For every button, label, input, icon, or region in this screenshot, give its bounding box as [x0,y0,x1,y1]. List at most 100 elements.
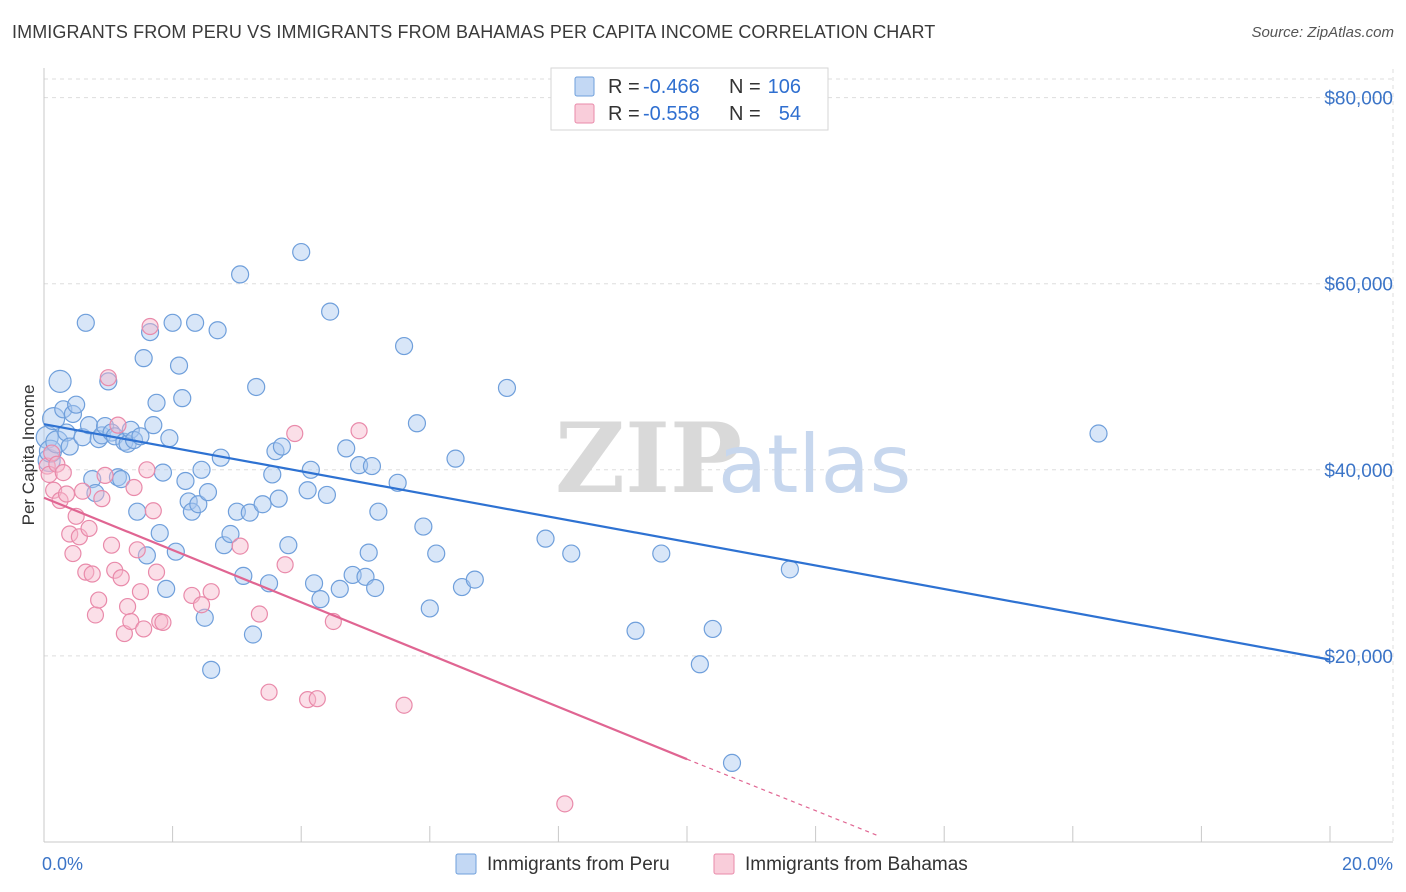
peru-point-83 [366,578,385,598]
peru-point-31 [137,546,156,565]
source-credit: Source: ZipAtlas.com [1251,24,1394,41]
peru-point-89 [420,599,439,618]
peru-point-95 [536,529,555,548]
peru-point-41 [169,356,189,375]
peru-point-84 [369,502,388,521]
peru-point-62 [253,495,272,514]
peru-point-64 [263,465,282,484]
bahamas-point-8 [61,525,79,543]
peru-point-45 [182,502,201,521]
bahamas-point-29 [128,541,146,559]
peru-point-57 [231,265,250,284]
peru-point-33 [144,416,163,435]
stats-legend: R = -0.466 N = 106 R = -0.558 N = 54 [550,67,829,131]
peru-point-98 [652,544,671,563]
peru-point-91 [446,449,465,468]
peru-point-42 [173,389,192,408]
peru-point-51 [202,660,221,679]
bahamas-point-37 [154,613,172,632]
legend-n-value-bahamas: 54 [779,103,801,125]
peru-point-101 [722,753,742,773]
peru-point-93 [465,570,484,589]
legend-r-value-peru: -0.466 [643,76,700,98]
peru-point-49 [195,608,214,627]
peru-point-82 [362,456,382,476]
peru-point-88 [414,517,433,536]
x-tick-labels: 0.0% 20.0% [42,854,1393,874]
bahamas-point-14 [80,519,98,538]
peru-point-52 [208,321,227,340]
peru-point-56 [227,502,246,521]
bahamas-trend-line [43,496,688,761]
peru-point-26 [121,420,140,439]
peru-point-10 [67,395,86,414]
y-tick-label-0: $20,000 [1324,647,1393,668]
peru-point-72 [304,574,324,593]
bahamas-point-12 [73,482,92,500]
legend-r-value-bahamas: -0.558 [643,103,700,125]
bahamas-point-24 [112,569,130,587]
peru-point-79 [349,456,369,475]
chart-title: IMMIGRANTS FROM PERU VS IMMIGRANTS FROM … [12,22,936,42]
peru-point-73 [311,590,330,609]
y-axis-label: Per Capita Income [19,385,38,526]
bahamas-point-17 [90,591,108,609]
x-tick-label-0: 0.0% [42,854,83,874]
watermark-atlas: atlas [718,418,911,511]
peru-point-35 [150,523,169,543]
bahamas-point-41 [231,537,249,555]
peru-point-94 [497,378,517,398]
bahamas-point-21 [102,536,121,554]
y-tick-label-1: $40,000 [1324,461,1393,482]
peru-point-102 [780,560,799,579]
peru-point-48 [192,460,211,479]
legend-swatch-bahamas [574,103,595,124]
y-tick-labels: $20,000 $40,000 $60,000 $80,000 [1324,89,1393,668]
legend-swatch-peru [574,76,595,97]
series-legend-label-peru: Immigrants from Peru [487,854,670,875]
bahamas-point-47 [308,690,326,708]
peru-point-50 [198,483,218,502]
bahamas-point-31 [135,620,153,638]
bahamas-point-27 [122,612,140,631]
bahamas-point-45 [286,424,304,443]
series-legend-swatch-peru [455,853,477,875]
bahamas-point-50 [395,696,413,714]
peru-point-43 [176,471,195,491]
peru-point-13 [79,416,99,435]
peru-point-75 [321,302,340,321]
bahamas-point-16 [86,606,105,624]
y-tick-label-2: $60,000 [1324,275,1393,296]
peru-point-8 [60,437,79,456]
bahamas-point-20 [99,369,117,387]
peru-point-100 [703,619,722,639]
peru-trend-line [43,423,1331,661]
peru-point-96 [562,544,581,563]
legend-box [550,67,829,131]
peru-point-87 [407,414,427,433]
peru-point-99 [690,655,709,674]
series-bahamas-points [38,317,574,813]
peru-point-61 [247,377,266,397]
bahamas-point-15 [83,565,101,583]
bahamas-point-33 [141,317,159,336]
bahamas-point-28 [125,478,143,497]
peru-point-14 [83,470,102,489]
bahamas-point-44 [276,556,294,574]
bahamas-point-2 [43,444,61,462]
peru-point-97 [626,621,645,640]
bahamas-point-35 [147,563,166,581]
peru-point-12 [76,313,95,332]
bahamas-point-23 [109,416,127,434]
peru-point-76 [330,579,349,599]
trend-lines [43,423,1331,837]
peru-point-60 [243,625,263,644]
legend-n-value-peru: 106 [768,76,801,98]
bahamas-point-13 [77,563,95,581]
peru-point-70 [298,481,317,500]
peru-point-37 [157,579,176,599]
peru-point-39 [163,313,182,332]
bahamas-point-6 [54,463,72,482]
peru-point-4 [45,430,69,454]
